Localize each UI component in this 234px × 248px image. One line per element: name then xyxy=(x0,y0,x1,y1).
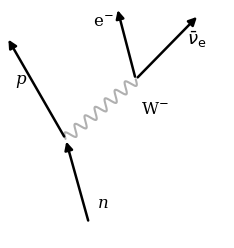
Text: $\bar{\nu}_{\mathrm{e}}$: $\bar{\nu}_{\mathrm{e}}$ xyxy=(187,29,206,50)
Text: e$^{-}$: e$^{-}$ xyxy=(93,14,113,31)
Text: n: n xyxy=(98,195,108,212)
Text: W$^{-}$: W$^{-}$ xyxy=(141,101,168,118)
Text: p: p xyxy=(16,71,26,88)
